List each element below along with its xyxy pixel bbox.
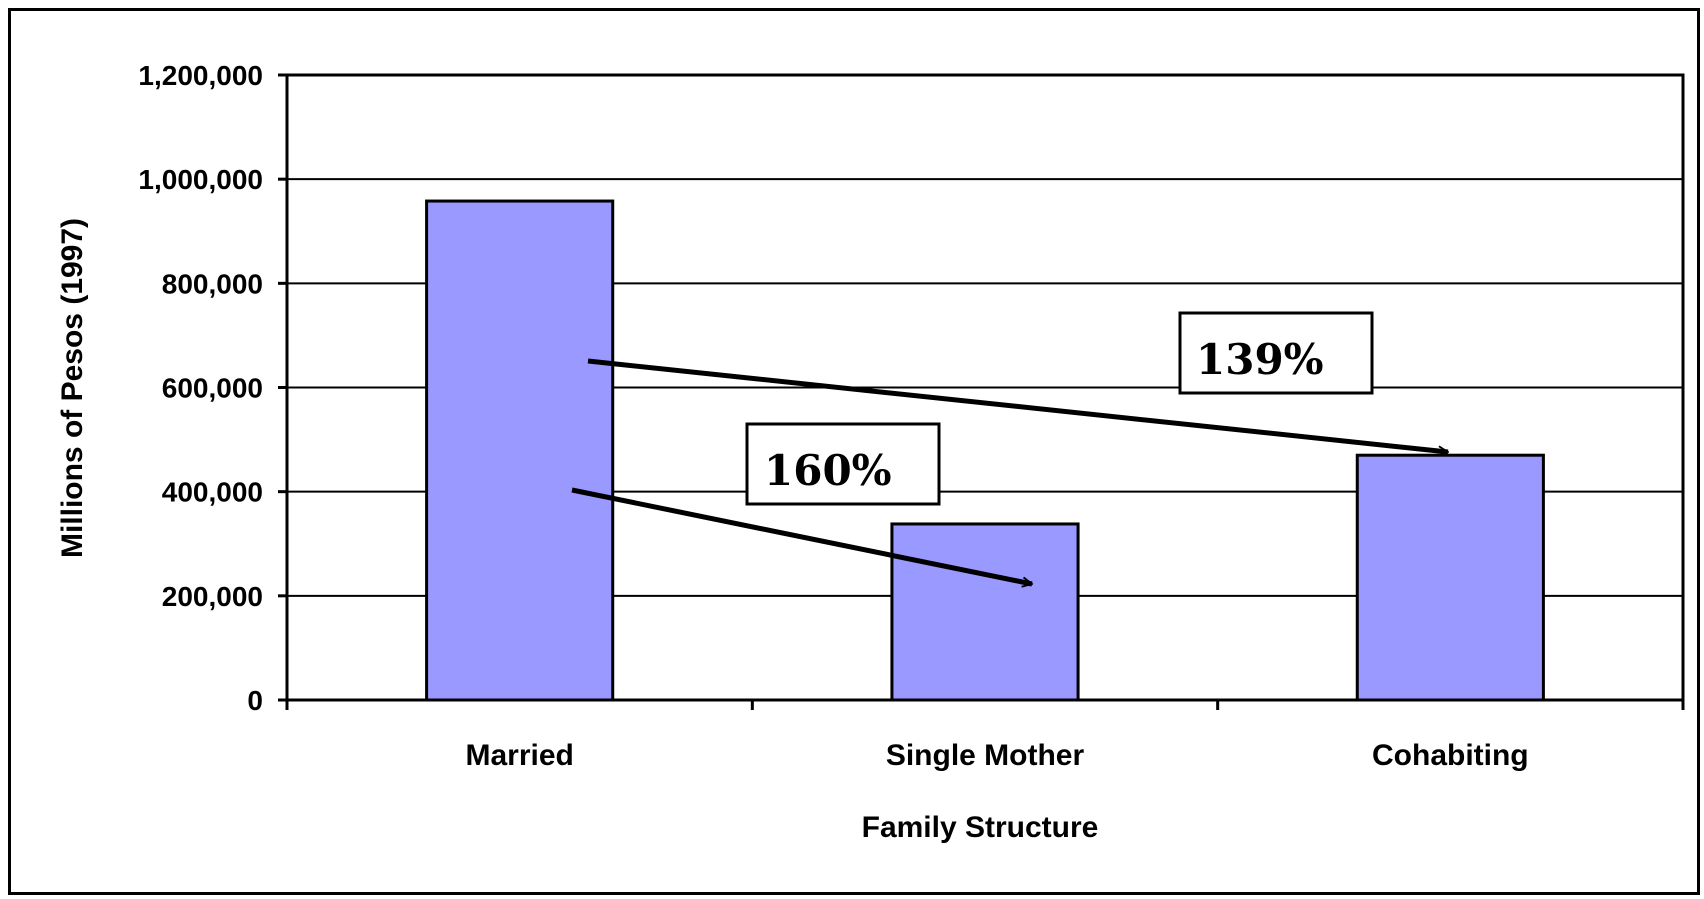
x-tick-labels: Married Single Mother Cohabiting bbox=[465, 739, 1528, 772]
y-axis-title: Millions of Pesos (1997) bbox=[56, 218, 89, 558]
arrow-married-to-single-mother bbox=[571, 487, 1032, 584]
y-tick-label: 600,000 bbox=[162, 373, 263, 404]
x-axis-title: Family Structure bbox=[862, 811, 1099, 844]
annotations: 160% 139% bbox=[571, 311, 1448, 584]
x-tick-label: Married bbox=[465, 739, 573, 772]
y-tick-labels: 0 200,000 400,000 600,000 800,000 1,000,000 1,… bbox=[138, 60, 263, 716]
annotation-label-160: 160% bbox=[764, 446, 892, 495]
bar-married bbox=[425, 199, 615, 702]
y-tick-label: 0 bbox=[247, 685, 263, 716]
x-tick-label: Cohabiting bbox=[1372, 739, 1529, 772]
y-tick-label: 200,000 bbox=[162, 581, 263, 612]
bar-single-mother bbox=[890, 522, 1080, 702]
y-tick-label: 800,000 bbox=[162, 268, 263, 299]
arrow-married-to-cohabiting bbox=[587, 358, 1448, 452]
x-tick-label: Single Mother bbox=[886, 739, 1085, 772]
annotation-label-139: 139% bbox=[1196, 335, 1324, 384]
bar-cohabiting bbox=[1355, 453, 1545, 702]
y-tick-label: 1,000,000 bbox=[138, 164, 263, 195]
annotation-box-139 bbox=[1178, 311, 1374, 395]
annotation-box-160 bbox=[745, 422, 941, 506]
y-tick-label: 400,000 bbox=[162, 477, 263, 508]
bars bbox=[425, 199, 1545, 702]
y-tick-label: 1,200,000 bbox=[138, 60, 263, 91]
axes bbox=[278, 73, 1685, 710]
